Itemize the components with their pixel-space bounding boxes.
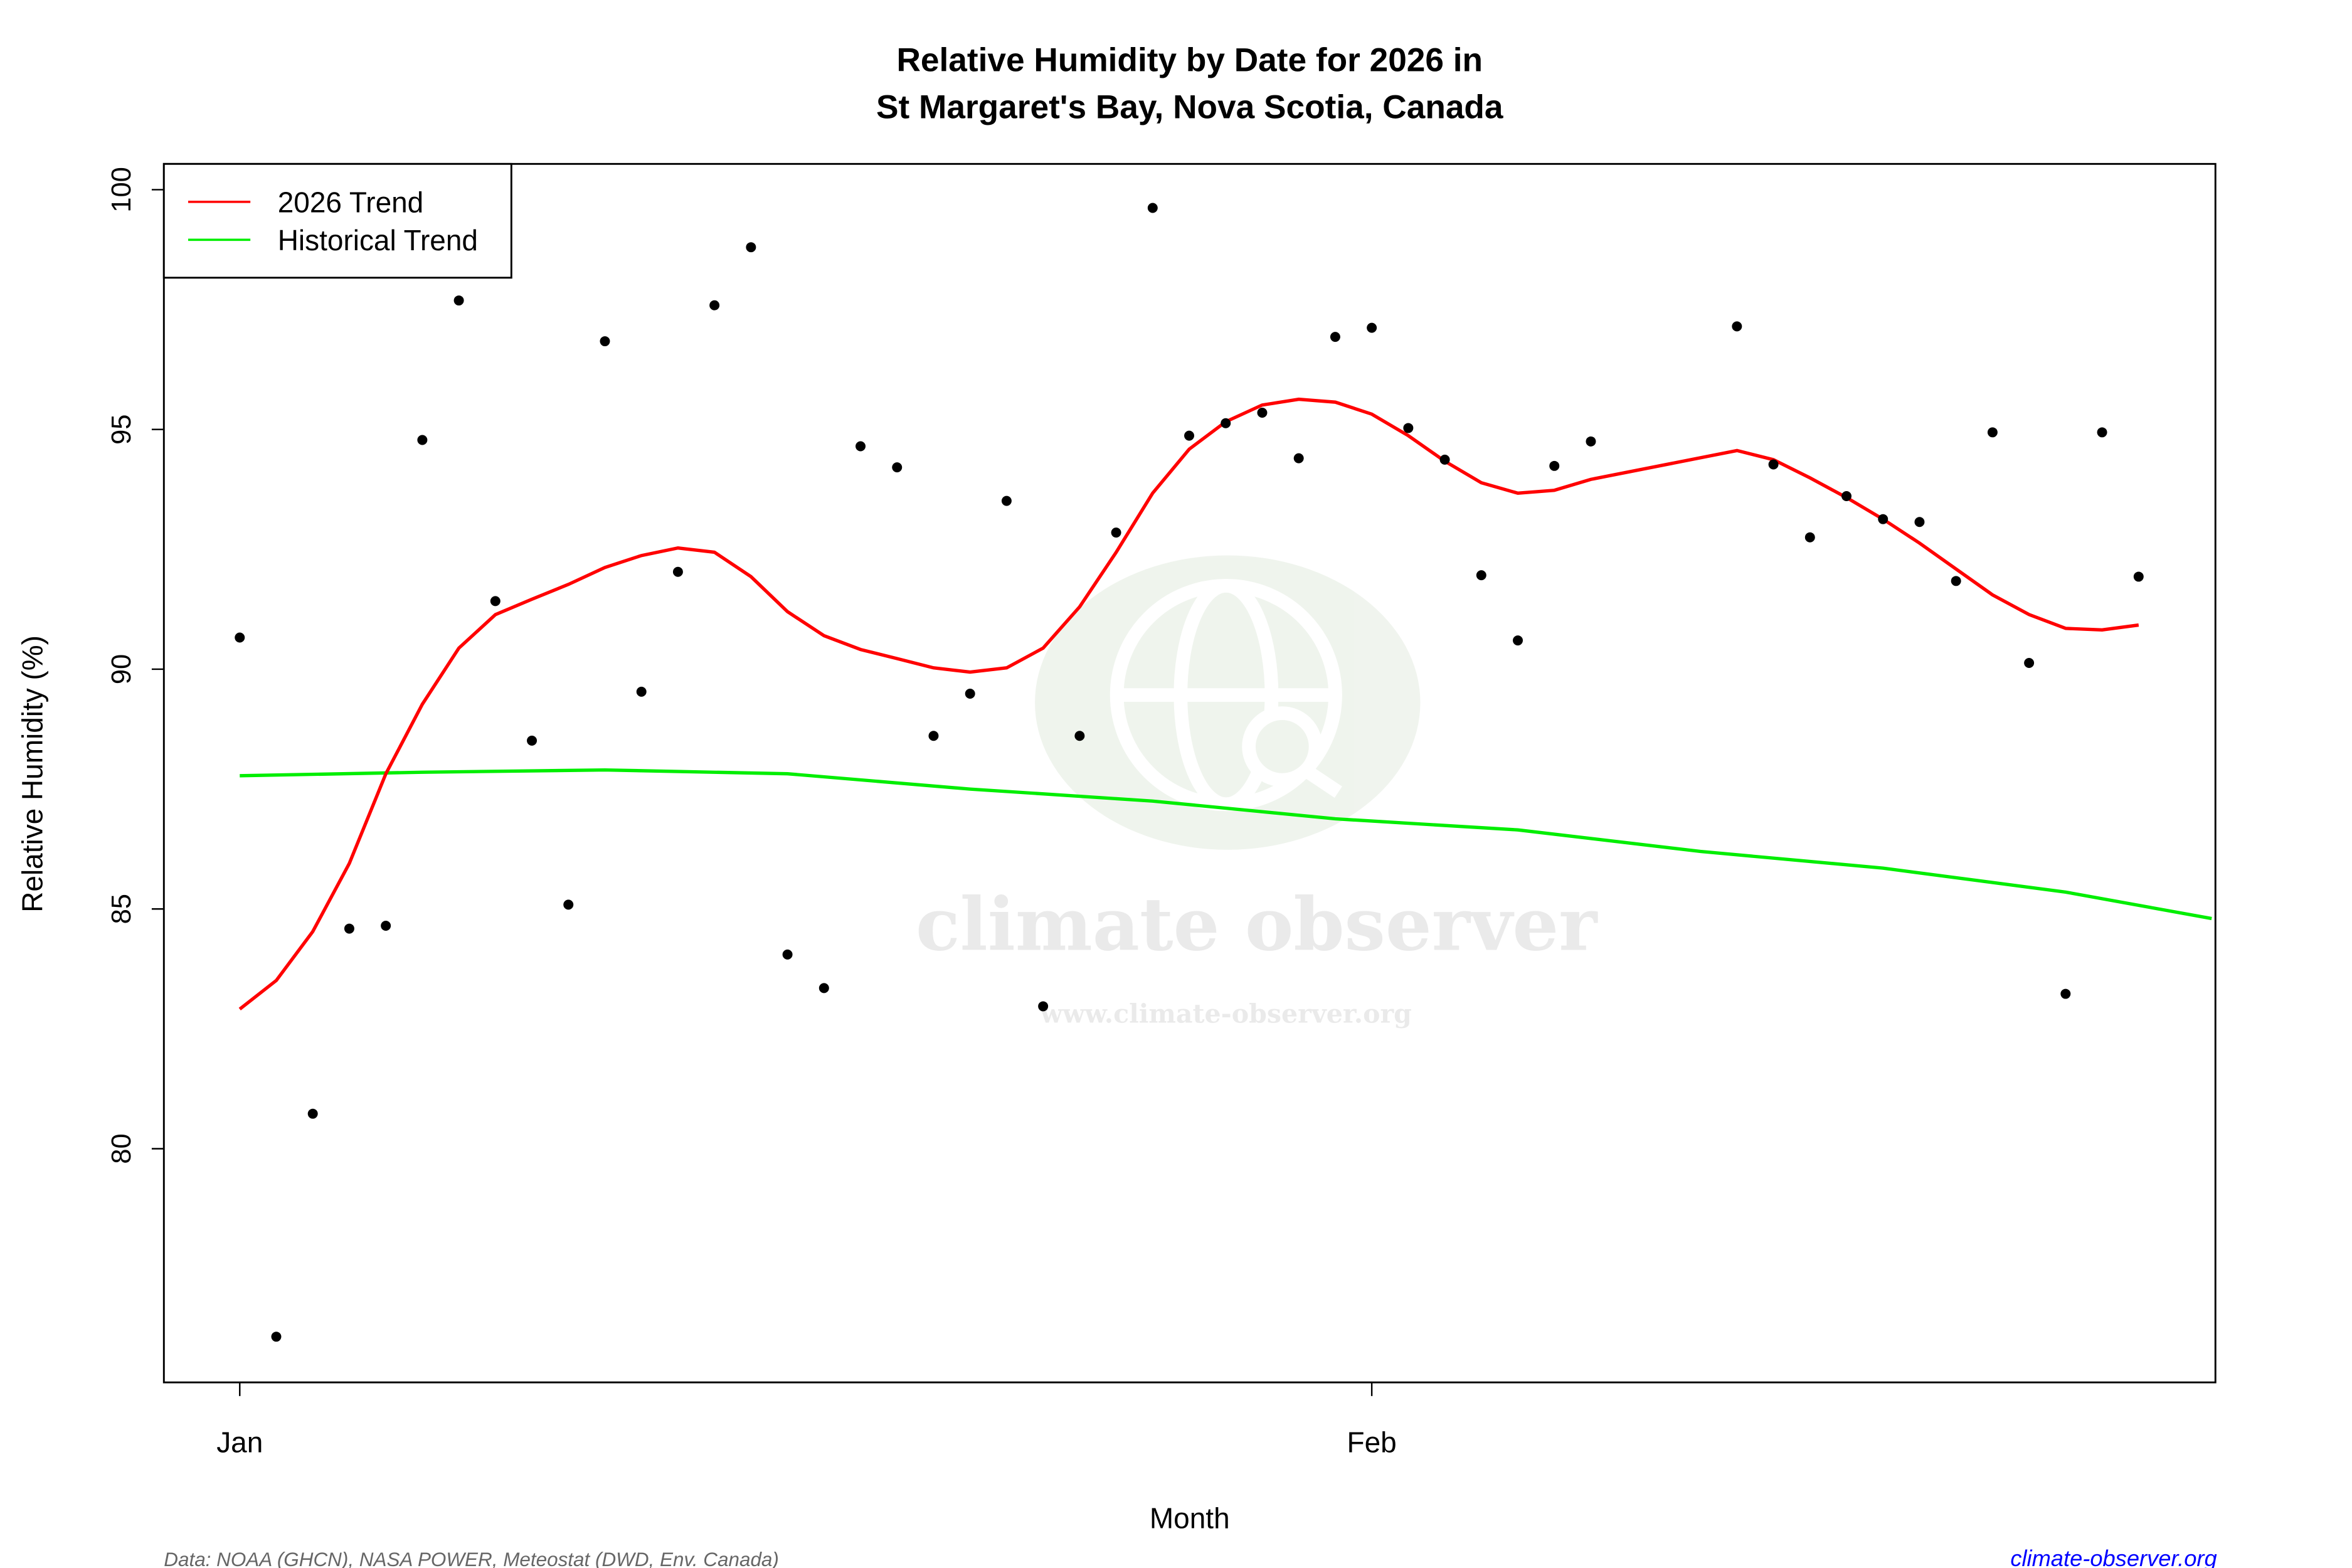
data-point — [1549, 460, 1560, 471]
data-point — [1513, 635, 1523, 646]
data-point — [1111, 527, 1121, 538]
plot-area — [235, 203, 2212, 1342]
data-source-note: Data: NOAA (GHCN), NASA POWER, Meteostat… — [164, 1549, 779, 1568]
watermark-name: climate observer — [916, 882, 1598, 968]
data-point — [2060, 988, 2071, 999]
legend-label-2026-trend: 2026 Trend — [278, 186, 424, 219]
data-point — [1074, 731, 1085, 741]
data-point — [1367, 322, 1377, 333]
x-tick-label: Feb — [1347, 1426, 1397, 1458]
data-point — [1038, 1001, 1049, 1012]
data-point — [490, 596, 501, 607]
data-point — [1914, 517, 1925, 527]
data-point — [1732, 321, 1742, 332]
data-point — [1439, 454, 1450, 465]
trend-line-historical-trend — [240, 768, 2212, 921]
data-point — [271, 1332, 282, 1342]
data-point — [1804, 532, 1815, 543]
data-point — [818, 983, 829, 993]
watermark: climate observer www.climate-observer.or… — [916, 555, 1598, 1029]
data-point — [1403, 423, 1414, 433]
x-tick-label: Jan — [216, 1426, 263, 1458]
data-point — [235, 632, 245, 643]
site-link[interactable]: climate-observer.org — [2010, 1545, 2217, 1568]
trend-line-2026-trend — [238, 397, 2139, 1011]
data-point — [527, 735, 538, 746]
data-point — [1184, 430, 1195, 441]
data-point — [1476, 570, 1486, 581]
data-point — [709, 300, 720, 310]
chart-title: Relative Humidity by Date for 2026 in — [896, 42, 1483, 79]
data-point — [344, 923, 354, 934]
data-point — [563, 899, 574, 910]
data-point — [1878, 514, 1888, 524]
data-point — [2133, 571, 2144, 582]
legend: 2026 Trend Historical Trend — [162, 162, 512, 279]
data-point — [1586, 436, 1596, 447]
watermark-url: www.climate-observer.org — [1040, 999, 1412, 1029]
legend-label-historical-trend: Historical Trend — [278, 224, 478, 257]
data-point — [1987, 427, 1998, 438]
data-point — [1293, 453, 1304, 464]
data-point — [928, 731, 939, 741]
y-axis-label: Relative Humidity (%) — [16, 635, 49, 913]
y-tick-label: 85 — [107, 894, 137, 924]
data-point — [2024, 658, 2035, 669]
data-point — [1768, 459, 1779, 470]
data-point — [782, 949, 793, 960]
x-axis-label: Month — [1150, 1502, 1230, 1534]
globe-search-icon — [1110, 579, 1342, 812]
data-point — [965, 688, 975, 699]
data-point — [1841, 491, 1851, 501]
data-point — [746, 242, 756, 253]
legend-box — [162, 162, 512, 279]
y-tick-label: 90 — [107, 654, 137, 684]
data-point — [1951, 576, 1961, 586]
data-point — [892, 462, 903, 473]
data-point — [2097, 427, 2107, 438]
data-point — [1001, 495, 1012, 506]
data-point — [453, 295, 464, 306]
y-tick-label: 80 — [107, 1133, 137, 1163]
data-point — [856, 441, 866, 452]
data-point — [381, 921, 391, 931]
data-point — [307, 1108, 318, 1119]
chart-subtitle: St Margaret's Bay, Nova Scotia, Canada — [876, 89, 1503, 126]
data-point — [1330, 332, 1340, 342]
y-tick-label: 95 — [107, 415, 137, 445]
data-point — [1221, 418, 1231, 428]
data-point — [1147, 203, 1158, 213]
data-point — [600, 336, 610, 347]
data-point — [1257, 407, 1268, 418]
data-point — [636, 686, 647, 697]
y-tick-label: 100 — [107, 167, 137, 213]
data-point — [672, 566, 683, 577]
data-point — [417, 435, 428, 445]
